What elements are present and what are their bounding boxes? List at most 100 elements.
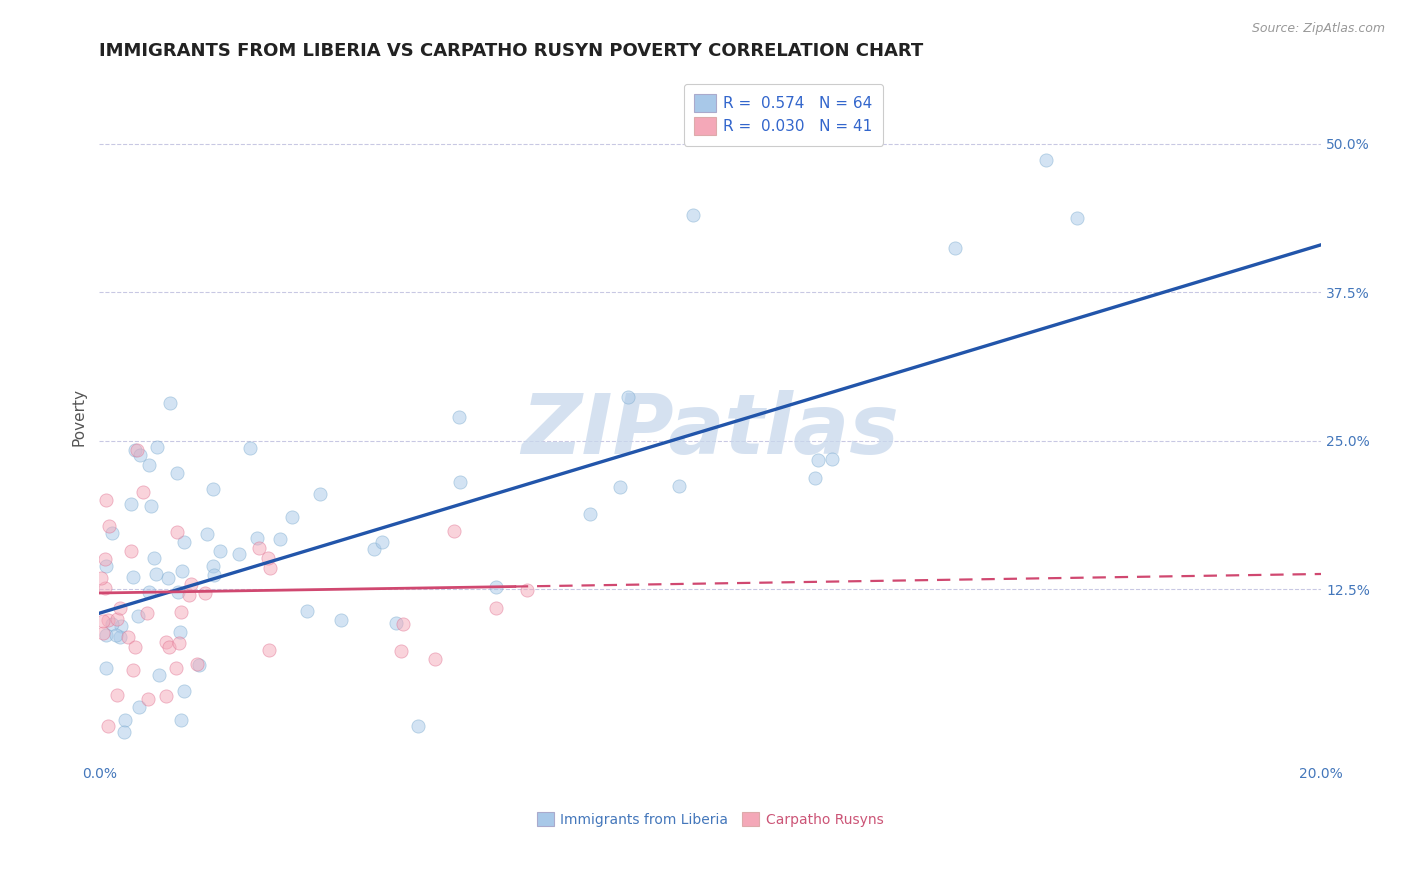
Point (101, 525, 124, 540)
Point (94, 661, 117, 675)
Point (120, 544, 142, 558)
Point (804, 471, 827, 485)
Point (124, 442, 146, 457)
Point (257, 550, 280, 565)
Point (516, 582, 538, 597)
Point (208, 543, 231, 558)
Point (186, 657, 208, 672)
Point (170, 713, 193, 727)
Point (309, 487, 332, 501)
Point (485, 580, 508, 594)
Point (121, 663, 143, 677)
Point (145, 567, 167, 582)
Point (165, 661, 187, 675)
Point (105, 612, 128, 626)
Point (943, 241, 966, 255)
Point (408, 719, 430, 733)
Point (385, 615, 408, 630)
Point (330, 613, 353, 627)
Point (1066, 211, 1088, 226)
Point (371, 535, 394, 549)
Legend: Immigrants from Liberia, Carpatho Rusyns: Immigrants from Liberia, Carpatho Rusyns (531, 806, 889, 832)
Point (609, 480, 631, 494)
Point (90, 571, 112, 585)
Point (125, 443, 148, 458)
Point (91, 626, 114, 640)
Point (155, 635, 177, 649)
Point (193, 586, 215, 600)
Point (110, 619, 132, 633)
Point (120, 497, 142, 511)
Point (177, 588, 200, 602)
Point (155, 689, 177, 703)
Point (202, 568, 225, 582)
Point (157, 571, 180, 585)
Point (159, 640, 181, 655)
Point (668, 479, 690, 493)
Point (447, 410, 470, 425)
Point (449, 475, 471, 490)
Text: IMMIGRANTS FROM LIBERIA VS CARPATHO RUSYN POVERTY CORRELATION CHART: IMMIGRANTS FROM LIBERIA VS CARPATHO RUSY… (100, 42, 924, 60)
Point (166, 585, 188, 599)
Point (136, 606, 159, 620)
Point (105, 689, 128, 703)
Point (124, 640, 146, 654)
Point (101, 617, 124, 632)
Point (173, 684, 195, 698)
Point (821, 452, 844, 467)
Point (172, 564, 194, 578)
Point (201, 559, 224, 574)
Point (108, 630, 131, 644)
Point (617, 390, 640, 404)
Point (128, 609, 150, 624)
Point (579, 507, 602, 521)
Point (187, 657, 209, 672)
Point (682, 208, 704, 222)
Point (485, 601, 508, 615)
Point (166, 466, 188, 480)
Point (1035, 153, 1057, 167)
Point (170, 605, 193, 619)
Point (392, 617, 415, 632)
Point (138, 458, 160, 472)
Point (180, 577, 202, 591)
Point (167, 636, 190, 650)
Point (136, 691, 159, 706)
Point (202, 482, 225, 496)
Point (93, 552, 115, 566)
Text: Source: ZipAtlas.com: Source: ZipAtlas.com (1251, 22, 1385, 36)
Point (228, 547, 250, 561)
Point (363, 542, 385, 557)
Point (389, 643, 412, 657)
Point (117, 630, 139, 644)
Point (112, 725, 135, 739)
Point (97, 719, 120, 733)
Point (114, 713, 136, 727)
Point (259, 643, 281, 657)
Point (443, 524, 465, 538)
Point (128, 699, 150, 714)
Point (94, 628, 117, 642)
Point (97, 613, 120, 627)
Point (94, 559, 117, 574)
Point (247, 541, 270, 555)
Point (108, 600, 131, 615)
Point (131, 484, 153, 499)
Point (166, 524, 188, 539)
Point (122, 569, 145, 583)
Point (807, 453, 830, 467)
Point (105, 628, 128, 642)
Point (139, 500, 162, 514)
Y-axis label: Poverty: Poverty (72, 388, 86, 446)
Point (245, 532, 267, 546)
Point (195, 527, 218, 541)
Point (259, 561, 281, 575)
Point (142, 551, 165, 566)
Point (169, 625, 191, 640)
Point (173, 534, 195, 549)
Point (239, 442, 262, 456)
Point (93, 614, 115, 628)
Text: ZIPatlas: ZIPatlas (522, 391, 900, 471)
Point (425, 651, 447, 665)
Point (281, 509, 304, 524)
